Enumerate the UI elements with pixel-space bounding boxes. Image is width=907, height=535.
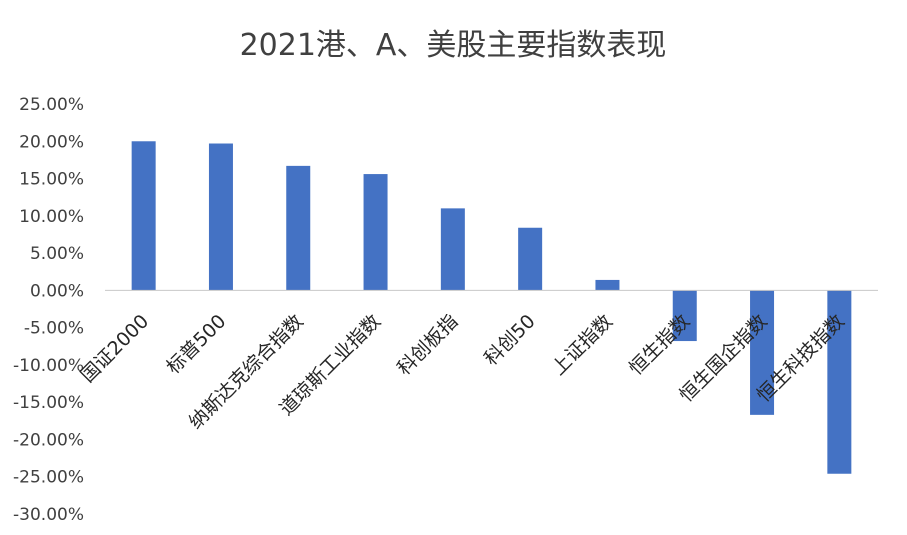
chart-title: 2021港、A、美股主要指数表现	[240, 28, 667, 63]
bar	[750, 290, 775, 415]
bar	[518, 227, 543, 291]
y-axis: 25.00% 20.00% 15.00% 10.00% 5.00% 0.00% -5.00%…	[13, 95, 84, 525]
bar	[440, 208, 465, 291]
y-tick-label: 25.00%	[19, 95, 84, 115]
y-tick-label: -15.00%	[13, 393, 84, 413]
bar	[286, 165, 311, 291]
y-tick-label: 10.00%	[19, 207, 84, 227]
y-tick-label: 0.00%	[30, 281, 84, 301]
bar	[672, 290, 697, 342]
bar	[595, 279, 620, 291]
y-tick-label: 15.00%	[19, 170, 84, 190]
bar	[827, 290, 852, 474]
bar	[208, 143, 233, 291]
y-tick-label: 20.00%	[19, 132, 84, 152]
bar	[131, 141, 156, 291]
y-tick-label: -10.00%	[13, 356, 84, 376]
y-tick-label: -30.00%	[13, 505, 84, 525]
bars	[131, 141, 852, 474]
y-tick-label: -20.00%	[13, 430, 84, 450]
y-tick-label: -5.00%	[24, 319, 84, 339]
bar	[363, 174, 388, 291]
y-tick-label: 5.00%	[30, 244, 84, 264]
y-tick-label: -25.00%	[13, 468, 84, 488]
